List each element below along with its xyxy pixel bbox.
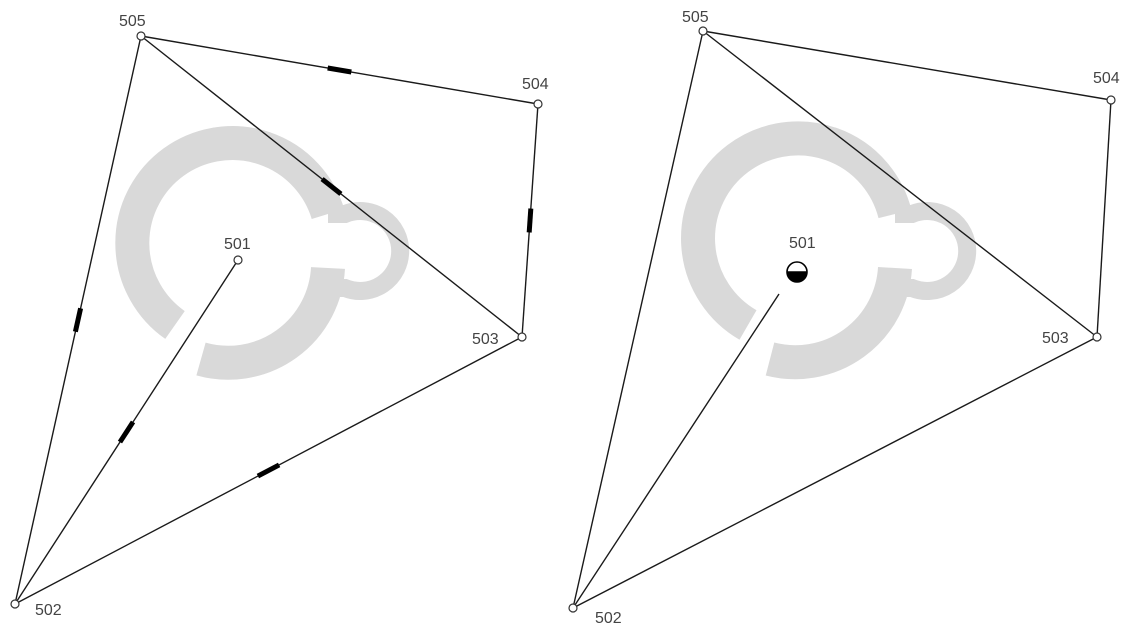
half-filled-circle-icon	[786, 261, 808, 283]
right-connections	[572, 30, 1112, 609]
station-label-504: 504	[1093, 70, 1120, 87]
station-label-502: 502	[595, 610, 622, 627]
connection-503-502	[572, 336, 1098, 609]
observation-mark-505-504	[327, 65, 352, 75]
station-label-501: 501	[224, 236, 251, 253]
station-label-505: 505	[682, 9, 709, 26]
station-label-503: 503	[1042, 330, 1069, 347]
left-stations	[10, 31, 543, 609]
station-circle-icon	[568, 603, 578, 613]
right-station-labels: 505 504 501 503 502	[595, 9, 1120, 627]
observation-mark-505-503	[320, 177, 343, 196]
station-circle-icon	[517, 332, 527, 342]
left-connections	[14, 35, 539, 605]
station-circle-icon	[10, 599, 20, 609]
connection-504-503	[1096, 99, 1112, 338]
connection-505-502	[572, 30, 704, 609]
connection-505-503	[702, 30, 1098, 338]
station-circle-icon	[533, 99, 543, 109]
logo-watermark-icon	[115, 126, 410, 380]
station-circle-icon	[1106, 95, 1116, 105]
station-label-505: 505	[119, 13, 146, 30]
observation-mark-505-502	[72, 307, 84, 333]
station-label-503: 503	[472, 331, 499, 348]
station-circle-icon	[1092, 332, 1102, 342]
logo-watermark-icon	[681, 121, 977, 380]
observation-mark-504-503	[526, 208, 534, 233]
right-network-panel: 505 504 501 503 502	[568, 9, 1120, 627]
observation-mark-501-502	[117, 420, 136, 444]
station-label-504: 504	[522, 76, 549, 93]
station-circle-icon	[698, 26, 708, 36]
left-network-panel: 505 504 501 503 502	[10, 13, 549, 619]
connection-501-502	[572, 293, 780, 609]
station-circle-icon	[136, 31, 146, 41]
left-station-labels: 505 504 501 503 502	[35, 13, 549, 619]
station-label-501: 501	[789, 235, 816, 252]
right-stations	[568, 26, 1116, 613]
station-circle-icon	[233, 255, 243, 265]
left-observation-marks	[72, 65, 534, 479]
observation-mark-503-502	[256, 462, 281, 479]
connection-505-504	[702, 30, 1112, 101]
station-label-502: 502	[35, 602, 62, 619]
